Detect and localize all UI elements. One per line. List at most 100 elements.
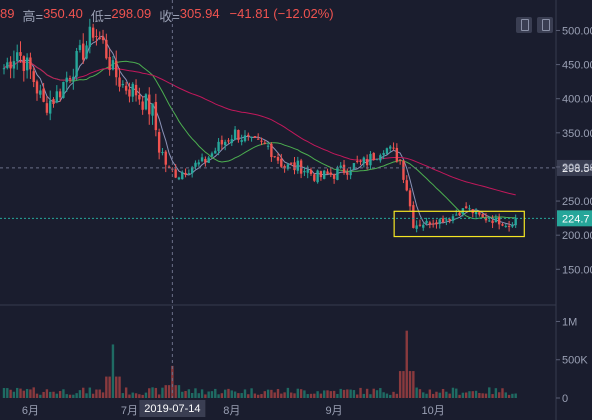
candle (283, 164, 286, 173)
candle (174, 164, 177, 179)
candle (32, 67, 35, 88)
candle-body (263, 142, 266, 144)
volume-bar (32, 387, 35, 398)
volume-bar (270, 389, 273, 398)
volume-bar (290, 392, 293, 398)
ma-mid-line (3, 60, 516, 220)
volume-bar (445, 391, 448, 398)
volume-bar (474, 390, 478, 398)
candle (243, 130, 247, 143)
candle (128, 82, 131, 103)
volume-bar (329, 391, 333, 398)
high-value: 350.40 (43, 6, 83, 21)
candle-body (260, 140, 263, 142)
candle (326, 168, 329, 175)
candle-body (91, 27, 95, 38)
candle (491, 215, 494, 229)
volume-bar (95, 389, 98, 398)
volume-bar (280, 393, 283, 398)
volume-bar (58, 391, 62, 398)
candle-body (349, 171, 352, 176)
candle (49, 90, 52, 121)
candle-body (207, 157, 210, 163)
candle (237, 129, 240, 143)
volume-bar (253, 393, 257, 398)
volume-bar (177, 385, 181, 398)
candle (332, 173, 336, 184)
candle (6, 57, 9, 70)
candle (181, 170, 184, 180)
volume-bar (220, 393, 224, 398)
candle (207, 155, 210, 163)
fullscreen-icon[interactable] (537, 17, 553, 33)
candle-body (85, 45, 88, 59)
volume-bar (303, 390, 306, 398)
candle (230, 134, 233, 146)
candle-body (448, 218, 451, 221)
candle (223, 139, 227, 151)
candle (200, 153, 204, 163)
candle (494, 214, 498, 223)
candle (85, 40, 88, 60)
volume-bar (12, 391, 16, 398)
volume-bar (501, 388, 504, 398)
volume-bar (418, 389, 422, 398)
candle-body (12, 61, 16, 69)
volume-bar (422, 392, 425, 398)
settings-icon[interactable] (516, 17, 532, 33)
volume-bar (42, 391, 45, 398)
candle-body (379, 155, 382, 161)
volume-bar (395, 393, 399, 398)
volume-bar (141, 394, 144, 398)
volume-bar (359, 387, 362, 398)
volume-bar (138, 394, 141, 398)
candle-body (220, 139, 224, 145)
candle (481, 213, 484, 218)
candle (197, 159, 200, 167)
crosshair-date-label: 2019-07-14 (144, 403, 200, 415)
volume-bar (124, 387, 128, 398)
candle (319, 170, 323, 181)
candle (286, 163, 290, 171)
candle (356, 155, 359, 164)
volume-bar (514, 393, 517, 398)
candle-body (438, 219, 441, 224)
candle-body (111, 60, 115, 70)
volume-bar (491, 394, 494, 398)
volume-bar (405, 330, 408, 398)
candle-body (72, 76, 75, 81)
volume-bar (72, 394, 75, 398)
candle (217, 138, 220, 156)
volume-bar (369, 394, 372, 398)
candle (375, 158, 379, 161)
candle-body (306, 169, 309, 173)
axes: 500.00 450.00 400.00 350.00 300.00 250.00 200.… (22, 25, 592, 417)
candle (273, 156, 276, 158)
volume-bar (385, 393, 389, 398)
volume-bar (237, 393, 240, 398)
candle-body (62, 81, 65, 98)
candle-body (415, 225, 418, 229)
volume-bar (134, 393, 138, 398)
volume-bar (497, 392, 501, 398)
candle (359, 159, 362, 166)
candle (144, 93, 148, 111)
candle-body (266, 145, 270, 147)
candle-body (385, 148, 389, 154)
candle (270, 142, 273, 162)
candle (339, 162, 342, 169)
price-tick-label: 250.00 (562, 196, 592, 208)
candle-body (270, 143, 273, 158)
volume-bars (2, 330, 517, 398)
candle-body (253, 136, 257, 138)
volume-bar (68, 394, 72, 398)
price-tick-label: 350.00 (562, 128, 592, 140)
candle-body (441, 218, 445, 223)
candle (111, 55, 115, 71)
volume-bar (352, 390, 356, 398)
volume-bar (151, 387, 154, 398)
low-label: 低= (90, 9, 112, 24)
volume-bar (306, 394, 309, 398)
